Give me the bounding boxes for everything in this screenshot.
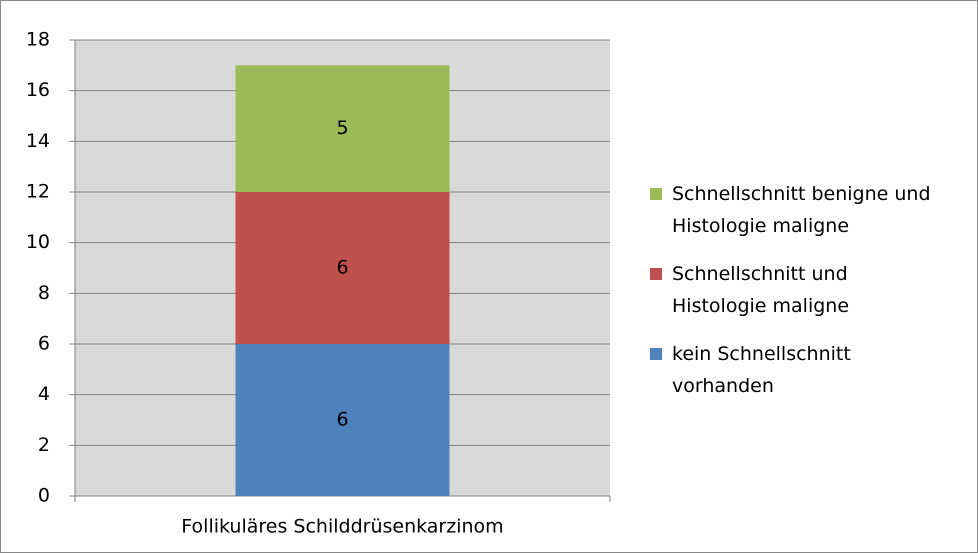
x-tick-label: Follikuläres Schilddrüsenkarzinom bbox=[181, 516, 503, 538]
y-tick-label: 2 bbox=[38, 434, 50, 456]
bar-segment bbox=[235, 344, 450, 496]
data-label: 6 bbox=[336, 257, 348, 279]
bar-segment bbox=[235, 65, 450, 192]
y-tick-label: 18 bbox=[26, 29, 50, 51]
legend-label: Schnellschnitt benigne und Histologie ma… bbox=[672, 183, 931, 237]
y-tick-label: 8 bbox=[38, 282, 50, 304]
legend-label: Schnellschnitt und Histologie maligne bbox=[672, 263, 850, 317]
legend-swatch bbox=[650, 268, 662, 280]
data-label: 6 bbox=[336, 409, 348, 431]
legend-label: kein Schnellschnitt vorhanden bbox=[672, 343, 851, 397]
bar-segment bbox=[235, 192, 450, 344]
y-tick-label: 16 bbox=[26, 79, 50, 101]
y-tick-label: 0 bbox=[38, 485, 50, 507]
legend-swatch bbox=[650, 188, 662, 200]
data-label: 5 bbox=[336, 117, 348, 139]
legend-swatch bbox=[650, 348, 662, 360]
y-tick-label: 10 bbox=[26, 231, 50, 253]
y-tick-label: 12 bbox=[26, 181, 50, 203]
y-tick-label: 14 bbox=[26, 130, 50, 152]
y-tick-label: 6 bbox=[38, 333, 50, 355]
y-tick-label: 4 bbox=[38, 383, 50, 405]
